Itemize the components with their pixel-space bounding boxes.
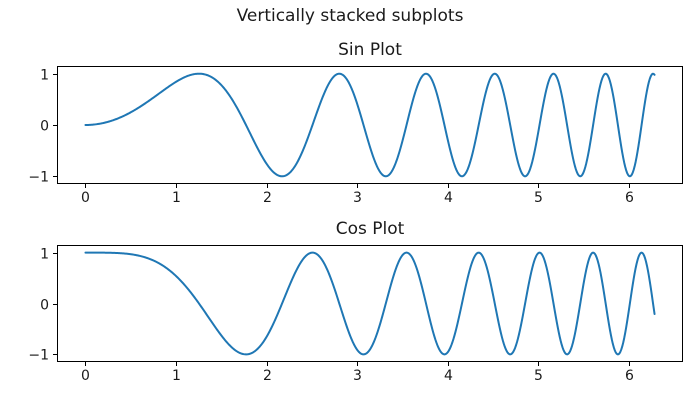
x-tick-label: 4 <box>444 190 453 206</box>
series-line-sin(x^2) <box>84 72 656 178</box>
y-tick-label: 0 <box>40 119 49 135</box>
y-tick-label: −1 <box>28 170 49 186</box>
cos-plot-axes: 0 1 2 3 4 5 6 −1 0 1 <box>28 245 683 384</box>
y-tick-label: −1 <box>28 348 49 364</box>
y-tick-label: 0 <box>40 298 49 314</box>
axes-spines <box>57 245 683 362</box>
sin-plot-axes: 0 1 2 3 4 5 6 −1 0 1 <box>28 66 683 206</box>
axes-spines <box>57 66 683 184</box>
x-tick-label: 6 <box>625 368 634 384</box>
cos-plot-title: Cos Plot <box>335 219 405 239</box>
sin-plot-title: Sin Plot <box>338 40 402 60</box>
x-tick-label: 3 <box>353 190 362 206</box>
series-line-cos(x^2) <box>84 251 656 356</box>
x-tick-label: 2 <box>263 190 272 206</box>
x-tick-label: 5 <box>534 368 543 384</box>
y-tick-label: 1 <box>40 68 49 84</box>
x-tick-label: 0 <box>81 368 90 384</box>
x-tick-label: 5 <box>534 190 543 206</box>
x-tick-label: 4 <box>444 368 453 384</box>
x-tick-label: 3 <box>353 368 362 384</box>
y-tick-label: 1 <box>40 247 49 263</box>
figure-suptitle: Vertically stacked subplots <box>236 6 464 26</box>
x-tick-label: 6 <box>625 190 634 206</box>
x-tick-label: 0 <box>81 190 90 206</box>
x-tick-label: 1 <box>172 190 181 206</box>
x-tick-label: 1 <box>172 368 181 384</box>
x-tick-label: 2 <box>263 368 272 384</box>
